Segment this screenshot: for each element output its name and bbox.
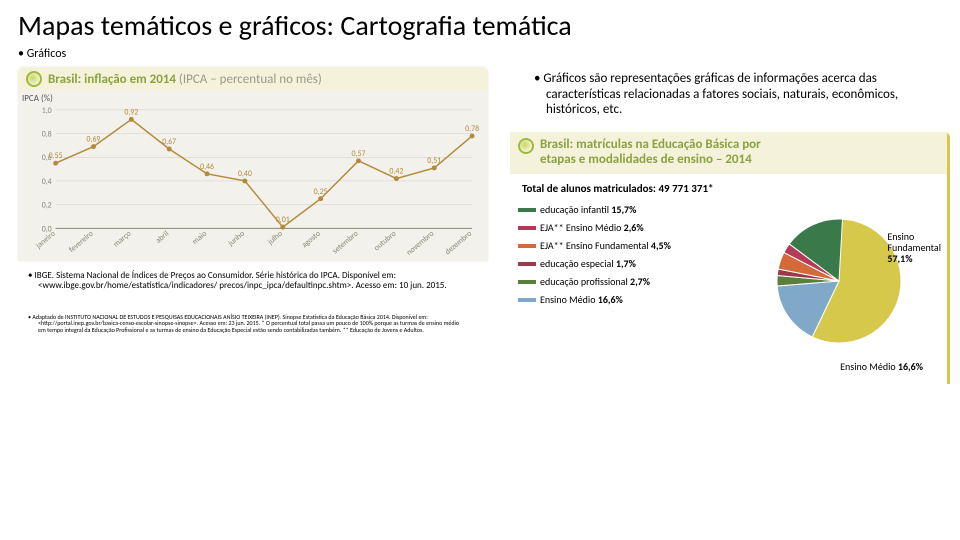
line-chart-body: IPCA (%) 0,00,20,40,60,81,00,55janeiro0,… [18, 91, 488, 261]
citation-2: Adaptado de INSTITUTO NACIONAL DE ESTUDO… [10, 296, 480, 338]
svg-text:fevereiro: fevereiro [67, 229, 95, 255]
svg-text:outubro: outubro [372, 229, 398, 253]
line-chart-title-suffix: (IPCA – percentual no mês) [179, 72, 322, 87]
svg-text:agosto: agosto [300, 229, 323, 250]
svg-text:abril: abril [154, 229, 172, 246]
bulb-icon [26, 71, 42, 87]
svg-text:0,51: 0,51 [427, 156, 441, 166]
pie-legend: educação infantil 15,7%EJA** Ensino Médi… [518, 201, 753, 376]
subhead: Gráficos [0, 45, 960, 67]
bulb-icon [518, 138, 534, 154]
svg-text:março: março [111, 229, 133, 250]
pie-total: Total de alunos matriculados: 49 771 371… [518, 178, 939, 201]
legend-entry: educação especial 1,7% [518, 255, 753, 273]
svg-text:junho: junho [226, 229, 247, 249]
pie-label-medio: Ensino Médio 16,6% [840, 361, 923, 372]
pie-label-fundamental: Ensino Fundamental 57,1% [887, 231, 941, 264]
line-chart-title-prefix: Brasil: inflação em 2014 [48, 72, 179, 87]
legend-entry: EJA** Ensino Fundamental 4,5% [518, 237, 753, 255]
line-chart-ylabel: IPCA (%) [22, 93, 53, 104]
graphics-description: Gráficos são representações gráficas de … [510, 67, 950, 128]
pie-chart-card: Brasil: matrículas na Educação Básica po… [510, 132, 950, 384]
page-title: Mapas temáticos e gráficos: Cartografia … [0, 0, 960, 45]
legend-entry: EJA** Ensino Médio 2,6% [518, 219, 753, 237]
svg-text:0,78: 0,78 [465, 124, 479, 134]
svg-text:0,8: 0,8 [42, 130, 52, 140]
line-chart-svg: 0,00,20,40,60,81,00,55janeiro0,69feverei… [26, 97, 480, 257]
svg-text:0,42: 0,42 [389, 167, 403, 177]
pie-chart-title-l1: Brasil: matrículas na Educação Básica po… [540, 137, 761, 152]
svg-text:0,40: 0,40 [238, 169, 252, 179]
svg-text:0,69: 0,69 [86, 135, 100, 145]
svg-text:setembro: setembro [331, 229, 361, 256]
svg-text:dezembro: dezembro [443, 229, 474, 257]
line-chart-header: Brasil: inflação em 2014 (IPCA – percent… [18, 67, 488, 91]
legend-entry: educação infantil 15,7% [518, 201, 753, 219]
svg-text:julho: julho [265, 229, 285, 248]
line-chart-card: Brasil: inflação em 2014 (IPCA – percent… [18, 67, 488, 261]
line-chart-title: Brasil: inflação em 2014 (IPCA – percent… [48, 72, 322, 87]
svg-text:0,4: 0,4 [42, 177, 52, 187]
svg-text:1,0: 1,0 [42, 106, 52, 116]
pie-chart-title-l2: etapas e modalidades de ensino – 2014 [540, 152, 752, 167]
pie-chart-svg [759, 201, 939, 371]
legend-entry: educação profissional 2,7% [518, 273, 753, 291]
svg-text:maio: maio [190, 229, 209, 247]
svg-text:novembro: novembro [405, 229, 437, 257]
legend-entry: Ensino Médio 16,6% [518, 291, 753, 309]
citation-1: IBGE. Sistema Nacional de Índices de Pre… [10, 261, 480, 296]
pie-chart-title: Brasil: matrículas na Educação Básica po… [540, 138, 761, 168]
svg-text:0,25: 0,25 [314, 187, 328, 197]
svg-text:0,55: 0,55 [49, 151, 63, 161]
svg-text:0,67: 0,67 [162, 137, 176, 147]
svg-text:0,01: 0,01 [276, 215, 290, 225]
svg-text:0,57: 0,57 [352, 149, 366, 159]
pie-wrap: Ensino Fundamental 57,1% Ensino Médio 16… [759, 201, 939, 376]
svg-text:0,92: 0,92 [124, 107, 138, 117]
pie-chart-header: Brasil: matrículas na Educação Básica po… [510, 132, 947, 174]
svg-text:0,46: 0,46 [200, 162, 214, 172]
svg-text:0,2: 0,2 [42, 201, 52, 211]
